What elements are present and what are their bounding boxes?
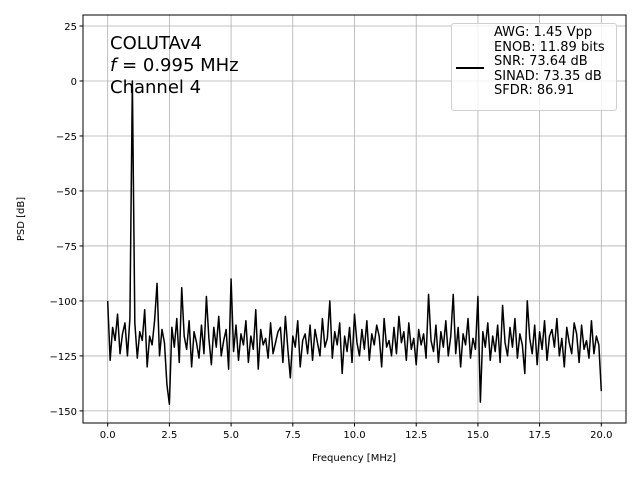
y-axis-label: PSD [dB] xyxy=(16,197,27,241)
x-tick-label: 15.0 xyxy=(467,430,489,441)
y-tick-label: 25 xyxy=(64,22,77,33)
y-tick-label: −150 xyxy=(50,407,77,418)
x-tick-label: 7.5 xyxy=(285,430,301,441)
x-tick-label: 17.5 xyxy=(528,430,550,441)
legend-label: AWG: 1.45 Vpp ENOB: 11.89 bits SNR: 73.6… xyxy=(494,25,605,99)
annotation-line: f = 0.995 MHz xyxy=(110,55,239,77)
y-tick-label: −75 xyxy=(56,242,77,253)
ticks: 0.0 2.5 5.0 7.5 10.0 12.5 15.0 17.5 20.0 25 0 −25 −5… xyxy=(50,22,613,441)
grid xyxy=(83,15,626,423)
annotation-line: COLUTAv4 xyxy=(110,33,203,54)
x-tick-label: 0.0 xyxy=(100,430,116,441)
y-tick-label: 0 xyxy=(71,77,77,88)
x-tick-label: 2.5 xyxy=(161,430,177,441)
x-axis-label: Frequency [MHz] xyxy=(312,453,396,464)
x-tick-label: 10.0 xyxy=(343,430,365,441)
annotation-line: Channel 4 xyxy=(110,77,202,98)
y-tick-label: −125 xyxy=(50,352,77,363)
y-tick-label: −25 xyxy=(56,132,77,143)
legend-handle xyxy=(456,67,484,69)
y-tick-label: −50 xyxy=(56,187,77,198)
x-tick-label: 5.0 xyxy=(223,430,239,441)
annotation: COLUTAv4 f = 0.995 MHz Channel 4 xyxy=(110,33,239,99)
y-tick-label: −100 xyxy=(50,297,77,308)
x-tick-label: 12.5 xyxy=(405,430,427,441)
series-line xyxy=(106,80,603,406)
frequency-symbol: f xyxy=(110,55,117,76)
x-tick-label: 20.0 xyxy=(590,430,612,441)
legend: AWG: 1.45 Vpp ENOB: 11.89 bits SNR: 73.6… xyxy=(451,23,617,111)
frequency-value: = 0.995 MHz xyxy=(116,55,239,76)
plot xyxy=(106,80,603,406)
